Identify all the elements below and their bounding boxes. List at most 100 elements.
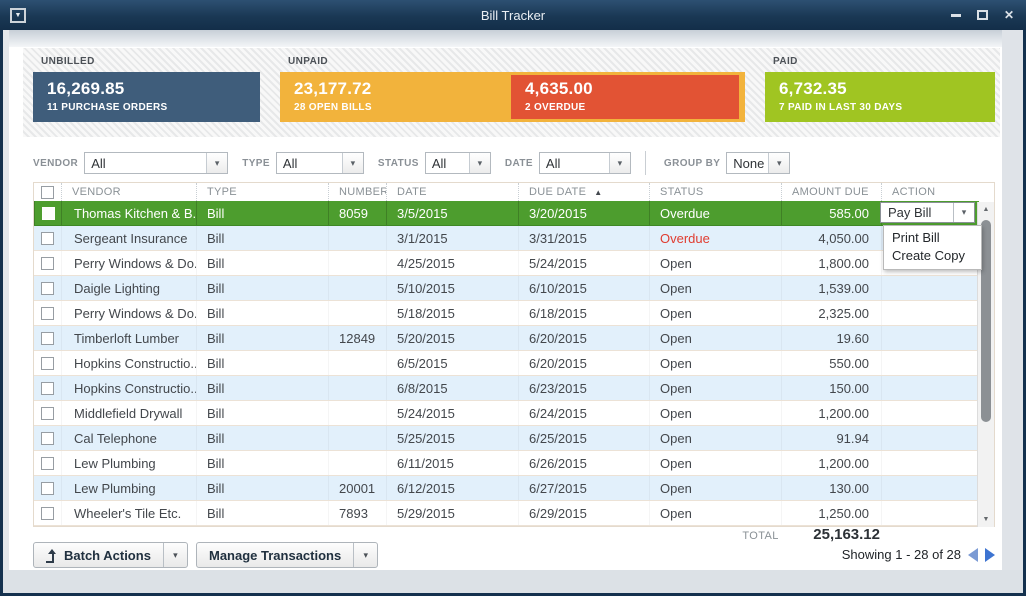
cell-status: Open — [649, 301, 781, 325]
vendor-filter-select[interactable]: All ▾ — [84, 152, 229, 174]
row-checkbox[interactable] — [34, 276, 61, 300]
menu-item-print-bill[interactable]: Print Bill — [892, 230, 940, 245]
chevron-down-icon: ▾ — [768, 153, 790, 173]
scroll-up-icon[interactable]: ▲ — [978, 202, 994, 217]
table-row[interactable]: Perry Windows & Do... Bill 4/25/2015 5/2… — [34, 251, 979, 276]
maximize-button[interactable] — [976, 10, 988, 20]
page-previous-icon[interactable] — [968, 547, 978, 562]
row-checkbox[interactable] — [34, 326, 61, 350]
row-checkbox[interactable] — [34, 501, 61, 525]
select-all-checkbox[interactable] — [34, 183, 61, 201]
cell-type: Bill — [196, 301, 328, 325]
chevron-down-icon: ▾ — [608, 153, 630, 173]
scrollbar-thumb[interactable] — [981, 220, 991, 422]
batch-actions-icon — [46, 548, 57, 563]
table-row[interactable]: Middlefield Drywall Bill 5/24/2015 6/24/… — [34, 401, 979, 426]
scroll-down-icon[interactable]: ▼ — [978, 512, 994, 527]
cell-status: Open — [649, 426, 781, 450]
menu-item-create-copy[interactable]: Create Copy — [892, 248, 965, 263]
window-menu-icon[interactable]: ▼ — [10, 7, 26, 23]
unpaid-open-amount: 23,177.72 — [294, 79, 372, 98]
cell-type: Bill — [196, 251, 328, 275]
column-header-number[interactable]: NUMBER — [328, 183, 386, 201]
action-dropdown[interactable]: Pay Bill ▾ — [880, 202, 975, 223]
row-checkbox[interactable] — [34, 451, 61, 475]
row-checkbox[interactable] — [34, 226, 61, 250]
cell-action — [881, 376, 979, 400]
cell-amount-due: 91.94 — [781, 426, 881, 450]
cell-amount-due: 1,800.00 — [781, 251, 881, 275]
minimize-button[interactable] — [950, 13, 961, 17]
table-row[interactable]: Hopkins Constructio... Bill 6/5/2015 6/2… — [34, 351, 979, 376]
table-row[interactable]: Perry Windows & Do... Bill 5/18/2015 6/1… — [34, 301, 979, 326]
table-row[interactable]: Sergeant Insurance Bill 3/1/2015 3/31/20… — [34, 226, 979, 251]
type-filter-select[interactable]: All ▾ — [275, 152, 364, 174]
cell-action — [881, 501, 979, 525]
cell-type: Bill — [196, 376, 328, 400]
paid-tile[interactable]: 6,732.35 7 PAID IN LAST 30 DAYS — [765, 72, 995, 122]
cell-due-date: 6/18/2015 — [518, 301, 649, 325]
cell-due-date: 6/29/2015 — [518, 501, 649, 525]
chevron-down-icon[interactable]: ▾ — [353, 543, 377, 567]
date-filter-label: DATE — [504, 157, 533, 169]
row-checkbox[interactable] — [34, 376, 61, 400]
cell-date: 6/5/2015 — [386, 351, 518, 375]
status-filter-select[interactable]: All ▾ — [424, 152, 491, 174]
cell-number — [328, 376, 386, 400]
unpaid-overdue-tile[interactable]: 4,635.00 2 OVERDUE — [511, 75, 739, 119]
table-row[interactable]: Thomas Kitchen & B... Bill 8059 3/5/2015… — [34, 201, 979, 226]
window-content: UNBILLED UNPAID PAID 16,269.85 11 PURCHA… — [3, 30, 1023, 593]
row-checkbox[interactable] — [34, 251, 61, 275]
table-row[interactable]: Cal Telephone Bill 5/25/2015 6/25/2015 O… — [34, 426, 979, 451]
batch-actions-button[interactable]: Batch Actions ▾ — [33, 542, 188, 568]
column-header-vendor[interactable]: VENDOR — [61, 183, 196, 201]
cell-number — [328, 351, 386, 375]
checkbox-icon — [41, 306, 54, 320]
table-row[interactable]: Hopkins Constructio... Bill 6/8/2015 6/2… — [34, 376, 979, 401]
checkbox-icon — [41, 206, 55, 220]
column-header-due-date[interactable]: DUE DATE ▲ — [518, 183, 649, 201]
cell-amount-due: 150.00 — [781, 376, 881, 400]
date-filter-select[interactable]: All ▾ — [538, 152, 631, 174]
checkbox-icon — [41, 506, 54, 520]
cell-vendor: Hopkins Constructio... — [61, 351, 196, 375]
table-row[interactable]: Timberloft Lumber Bill 12849 5/20/2015 6… — [34, 326, 979, 351]
cell-date: 5/10/2015 — [386, 276, 518, 300]
manage-transactions-button[interactable]: Manage Transactions ▾ — [196, 542, 379, 568]
row-checkbox[interactable] — [34, 401, 61, 425]
right-margin — [1002, 30, 1023, 593]
row-checkbox[interactable] — [34, 476, 61, 500]
action-menu: Print Bill Create Copy — [883, 225, 982, 270]
chevron-down-icon[interactable]: ▾ — [162, 543, 187, 567]
row-checkbox[interactable] — [34, 351, 61, 375]
page-next-icon[interactable] — [985, 547, 995, 562]
table-row[interactable]: Wheeler's Tile Etc. Bill 7893 5/29/2015 … — [34, 501, 979, 526]
window-menu-glyph: ▼ — [14, 11, 22, 19]
cell-number: 12849 — [328, 326, 386, 350]
checkbox-icon — [41, 456, 54, 470]
table-header: VENDOR TYPE NUMBER DATE DUE DATE ▲ STATUS… — [34, 183, 979, 201]
table-row[interactable]: Lew Plumbing Bill 6/11/2015 6/26/2015 Op… — [34, 451, 979, 476]
row-checkbox[interactable] — [34, 426, 61, 450]
cell-vendor: Lew Plumbing — [61, 451, 196, 475]
column-header-type[interactable]: TYPE — [196, 183, 328, 201]
column-header-amount-due[interactable]: AMOUNT DUE — [781, 183, 881, 201]
group-by-select[interactable]: None ▾ — [726, 152, 791, 174]
cell-number — [328, 451, 386, 475]
close-button[interactable]: ✕ — [1003, 8, 1014, 22]
table-row[interactable]: Lew Plumbing Bill 20001 6/12/2015 6/27/2… — [34, 476, 979, 501]
cell-amount-due: 550.00 — [781, 351, 881, 375]
table-row[interactable]: Daigle Lighting Bill 5/10/2015 6/10/2015… — [34, 276, 979, 301]
cell-date: 3/5/2015 — [386, 201, 518, 225]
row-checkbox[interactable] — [34, 301, 61, 325]
row-checkbox[interactable] — [34, 201, 61, 225]
cell-action — [881, 276, 979, 300]
vertical-scrollbar[interactable]: ▲ ▼ — [977, 202, 994, 527]
unpaid-open-tile[interactable]: 23,177.72 28 OPEN BILLS 4,635.00 2 OVERD… — [280, 72, 745, 122]
cell-type: Bill — [196, 351, 328, 375]
unbilled-tile[interactable]: 16,269.85 11 PURCHASE ORDERS — [33, 72, 260, 122]
column-header-status[interactable]: STATUS — [649, 183, 781, 201]
column-header-date[interactable]: DATE — [386, 183, 518, 201]
cell-date: 6/11/2015 — [386, 451, 518, 475]
column-header-action[interactable]: ACTION — [881, 183, 979, 201]
